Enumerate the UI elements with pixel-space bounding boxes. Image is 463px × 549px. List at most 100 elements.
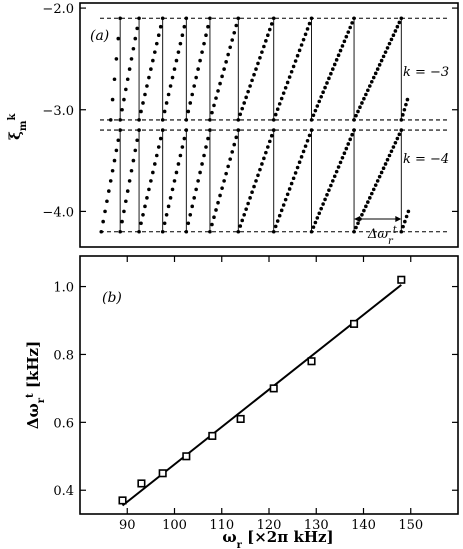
data-point (153, 50, 157, 54)
data-point (389, 37, 394, 42)
data-point (387, 153, 392, 158)
y-tick-label: 0.8 (53, 348, 74, 363)
data-point (149, 179, 153, 183)
x-tick-label: 150 (398, 518, 423, 533)
data-point (262, 44, 266, 49)
data-point (131, 158, 136, 163)
data-point (216, 89, 220, 93)
data-point (220, 186, 224, 190)
arrow-head-right (395, 216, 402, 222)
data-point (354, 225, 358, 230)
data-point (176, 162, 181, 166)
square-marker (349, 319, 359, 328)
data-point (174, 58, 179, 63)
data-point (285, 80, 290, 85)
data-point (204, 145, 208, 149)
square-marker (236, 414, 245, 423)
data-point (297, 48, 302, 53)
data-point (356, 221, 360, 226)
data-point (319, 206, 323, 211)
data-point (133, 36, 138, 41)
data-point (275, 107, 280, 112)
data-point (323, 197, 327, 202)
data-point (143, 204, 147, 209)
x-tick-label: 100 (162, 518, 187, 533)
y-tick-label: −4.0 (42, 205, 74, 220)
data-point (307, 133, 312, 138)
data-point (344, 34, 349, 39)
data-point (301, 149, 306, 154)
data-point (293, 171, 298, 175)
data-point (303, 144, 308, 148)
data-point (397, 20, 402, 25)
data-point (399, 229, 404, 234)
data-point (317, 211, 322, 216)
data-point (158, 136, 163, 141)
data-point (190, 92, 195, 97)
data-point (285, 192, 290, 197)
panel-b-points (118, 275, 406, 505)
data-point (246, 89, 250, 94)
data-point (323, 85, 327, 90)
data-point (260, 162, 264, 166)
data-point (267, 139, 272, 144)
delta-omega-annotation: Δωrt (367, 225, 398, 247)
data-point (238, 224, 243, 228)
data-point (232, 142, 237, 147)
data-point (277, 102, 282, 106)
data-point (252, 184, 256, 189)
data-point (279, 208, 284, 213)
data-point (176, 50, 181, 54)
data-point (206, 24, 210, 29)
data-point (232, 30, 237, 35)
data-point (289, 181, 294, 186)
data-point (283, 197, 288, 202)
data-point (404, 102, 408, 107)
data-point (234, 23, 239, 28)
data-point (329, 71, 333, 76)
data-point (166, 92, 171, 97)
square-marker (397, 275, 406, 284)
data-point (269, 133, 274, 138)
data-point (129, 168, 134, 173)
data-point (252, 72, 256, 77)
data-point (160, 118, 165, 122)
data-point (230, 38, 235, 42)
data-point (122, 97, 126, 102)
data-point (273, 224, 278, 229)
data-point (133, 148, 138, 153)
data-point (162, 221, 167, 226)
data-point (375, 67, 380, 71)
data-point (385, 157, 390, 162)
data-point (348, 25, 352, 30)
data-point (313, 108, 318, 113)
data-point (250, 78, 254, 83)
data-point (267, 27, 272, 32)
data-point (332, 174, 337, 179)
data-point (393, 140, 398, 145)
data-point (204, 33, 208, 37)
data-point (178, 153, 183, 158)
data-point (200, 162, 204, 166)
data-point (397, 132, 402, 137)
data-point (212, 215, 216, 220)
panel-b-frame (79, 255, 459, 515)
data-point (373, 71, 378, 76)
data-point (264, 150, 268, 155)
y-tick-label: −3.0 (42, 104, 74, 119)
data-point (381, 54, 386, 59)
data-point (364, 92, 368, 97)
data-point (291, 64, 296, 69)
y-tick-label: 0.6 (53, 416, 74, 431)
data-point (122, 209, 126, 214)
data-point (222, 179, 226, 183)
data-point (362, 96, 366, 101)
data-point (182, 136, 187, 141)
data-point (352, 118, 356, 122)
data-point (362, 208, 366, 213)
data-point (108, 179, 113, 183)
data-point (325, 81, 329, 85)
arrow-head-left (354, 216, 361, 222)
data-point (299, 43, 304, 47)
panel-a-label: (a) (90, 28, 109, 44)
